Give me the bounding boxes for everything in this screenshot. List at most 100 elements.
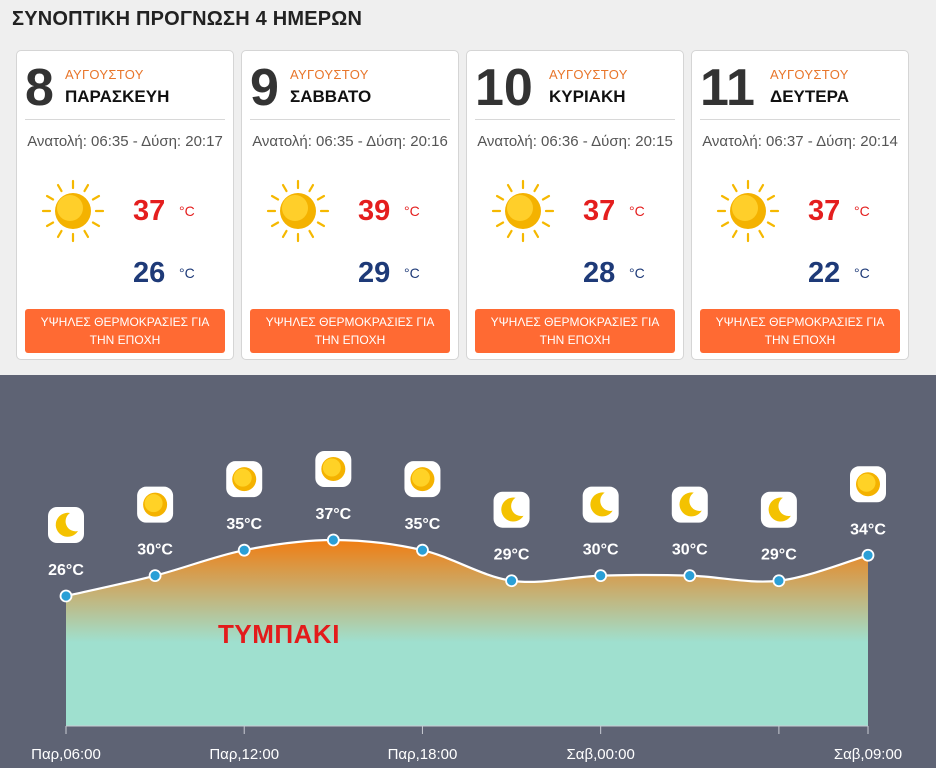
- data-point[interactable]: [594, 569, 608, 583]
- sun-ray: [83, 183, 90, 193]
- month-label: ΑΥΓΟΥΣΤΟΥ: [290, 67, 369, 82]
- sun-highlight: [282, 195, 308, 221]
- sun-highlight: [857, 473, 876, 492]
- min-temperature-unit: °C: [404, 265, 420, 281]
- sun-icon: [226, 461, 263, 498]
- sunrise-sunset: Ανατολή: 06:35 - Δύση: 20:16: [252, 133, 448, 150]
- day-number: 11: [700, 59, 755, 117]
- day-card: 10 ΑΥΓΟΥΣΤΟΥ ΚΥΡΙΑΚΗ Ανατολή: 06:36 - Δύ…: [466, 50, 684, 360]
- day-card: 8 ΑΥΓΟΥΣΤΟΥ ΠΑΡΑΣΚΕΥΗ Ανατολή: 06:35 - Δ…: [16, 50, 234, 360]
- data-point[interactable]: [772, 574, 786, 588]
- sun-icon: [137, 486, 174, 523]
- page-title: ΣΥΝΟΠΤΙΚΗ ΠΡΟΓΝΩΣΗ 4 ΗΜΕΡΩΝ: [12, 8, 363, 30]
- data-point[interactable]: [148, 569, 162, 583]
- sun-highlight: [732, 195, 758, 221]
- sun-ray: [731, 229, 738, 239]
- min-temperature-unit: °C: [854, 265, 870, 281]
- sun-ray: [308, 183, 315, 193]
- x-tick-label: Σαβ,00:00: [567, 746, 635, 763]
- card-divider: [475, 119, 675, 120]
- weekday-label: ΔΕΥΤΕΡΑ: [770, 87, 849, 106]
- data-point[interactable]: [326, 533, 340, 547]
- data-label: 30°C: [583, 542, 619, 559]
- sun-icon: [850, 466, 886, 503]
- data-label: 26°C: [48, 562, 84, 579]
- day-card: 11 ΑΥΓΟΥΣΤΟΥ ΔΕΥΤΕΡΑ Ανατολή: 06:37 - Δύ…: [691, 50, 909, 360]
- weekday-label: ΚΥΡΙΑΚΗ: [549, 87, 626, 106]
- sun-ray: [281, 229, 288, 239]
- sun-ray: [720, 221, 730, 228]
- moon-icon: [760, 491, 797, 528]
- min-temperature-unit: °C: [629, 265, 645, 281]
- sun-ray: [316, 194, 326, 201]
- sun-highlight: [57, 195, 83, 221]
- sun-icon: [266, 179, 330, 243]
- card-divider: [250, 119, 450, 120]
- sun-ray: [533, 183, 540, 193]
- card-divider: [700, 119, 900, 120]
- sun-ray: [758, 229, 765, 239]
- sun-icon: [404, 461, 441, 498]
- sun-icon: [41, 179, 105, 243]
- heat-warning-badge: ΥΨΗΛΕΣ ΘΕΡΜΟΚΡΑΣΙΕΣ ΓΙΑ ΤΗΝ ΕΠΟΧΗ: [25, 309, 225, 353]
- forecast-cards: 8 ΑΥΓΟΥΣΤΟΥ ΠΑΡΑΣΚΕΥΗ Ανατολή: 06:35 - Δ…: [16, 50, 912, 360]
- sun-ray: [45, 221, 55, 228]
- sun-ray: [506, 229, 513, 239]
- sun-ray: [316, 221, 326, 228]
- sun-ray: [766, 221, 776, 228]
- min-temperature: 26: [133, 257, 166, 289]
- data-point[interactable]: [505, 574, 518, 588]
- moon-crescent: [501, 497, 524, 522]
- max-temperature-unit: °C: [404, 203, 420, 219]
- moon-icon: [671, 486, 708, 523]
- sun-ray: [270, 221, 280, 228]
- day-number: 10: [475, 59, 533, 117]
- sun-ray: [45, 194, 55, 201]
- data-label: 29°C: [494, 547, 530, 564]
- data-point[interactable]: [237, 543, 251, 557]
- data-point[interactable]: [416, 543, 429, 557]
- month-label: ΑΥΓΟΥΣΤΟΥ: [65, 67, 144, 82]
- sun-highlight: [144, 494, 163, 513]
- sun-highlight: [507, 195, 533, 221]
- min-temperature: 22: [808, 257, 841, 289]
- min-temperature: 29: [358, 257, 391, 289]
- sun-ray: [720, 194, 730, 201]
- sun-ray: [541, 194, 551, 201]
- hourly-temperature-chart: Παρ,06:00 Παρ,12:00 Παρ,18:00 Σαβ,00:00 Σαβ,…: [0, 375, 936, 768]
- sun-ray: [83, 229, 90, 239]
- sun-ray: [91, 221, 101, 228]
- day-number: 8: [25, 59, 54, 117]
- temperature-area: [66, 540, 868, 726]
- x-tick-label: Παρ,18:00: [388, 746, 458, 763]
- sun-ray: [91, 194, 101, 201]
- sunrise-sunset: Ανατολή: 06:37 - Δύση: 20:14: [702, 133, 898, 150]
- x-tick-label: Παρ,12:00: [209, 746, 279, 763]
- sun-ray: [495, 194, 505, 201]
- moon-icon: [582, 486, 619, 523]
- sun-ray: [495, 221, 505, 228]
- heat-warning-badge: ΥΨΗΛΕΣ ΘΕΡΜΟΚΡΑΣΙΕΣ ΓΙΑ ΤΗΝ ΕΠΟΧΗ: [250, 309, 450, 353]
- max-temperature: 39: [358, 195, 391, 227]
- data-label: 34°C: [850, 521, 886, 538]
- moon-crescent: [55, 512, 78, 537]
- x-tick-label: Παρ,06:00: [31, 746, 101, 763]
- data-point[interactable]: [59, 589, 73, 603]
- data-point[interactable]: [861, 548, 875, 562]
- sun-ray: [506, 183, 513, 193]
- sun-icon: [491, 179, 555, 243]
- sun-ray: [533, 229, 540, 239]
- moon-crescent: [590, 492, 613, 517]
- card-divider: [25, 119, 225, 120]
- max-temperature: 37: [583, 195, 616, 227]
- data-point[interactable]: [683, 569, 697, 583]
- sun-highlight: [322, 458, 341, 477]
- month-label: ΑΥΓΟΥΣΤΟΥ: [549, 67, 628, 82]
- sun-ray: [56, 229, 63, 239]
- data-label: 30°C: [137, 542, 173, 559]
- sun-highlight: [411, 468, 430, 487]
- max-temperature: 37: [133, 195, 166, 227]
- location-label: ΤΥΜΠΑΚΙ: [218, 619, 340, 649]
- heat-warning-badge: ΥΨΗΛΕΣ ΘΕΡΜΟΚΡΑΣΙΕΣ ΓΙΑ ΤΗΝ ΕΠΟΧΗ: [700, 309, 900, 353]
- sun-ray: [270, 194, 280, 201]
